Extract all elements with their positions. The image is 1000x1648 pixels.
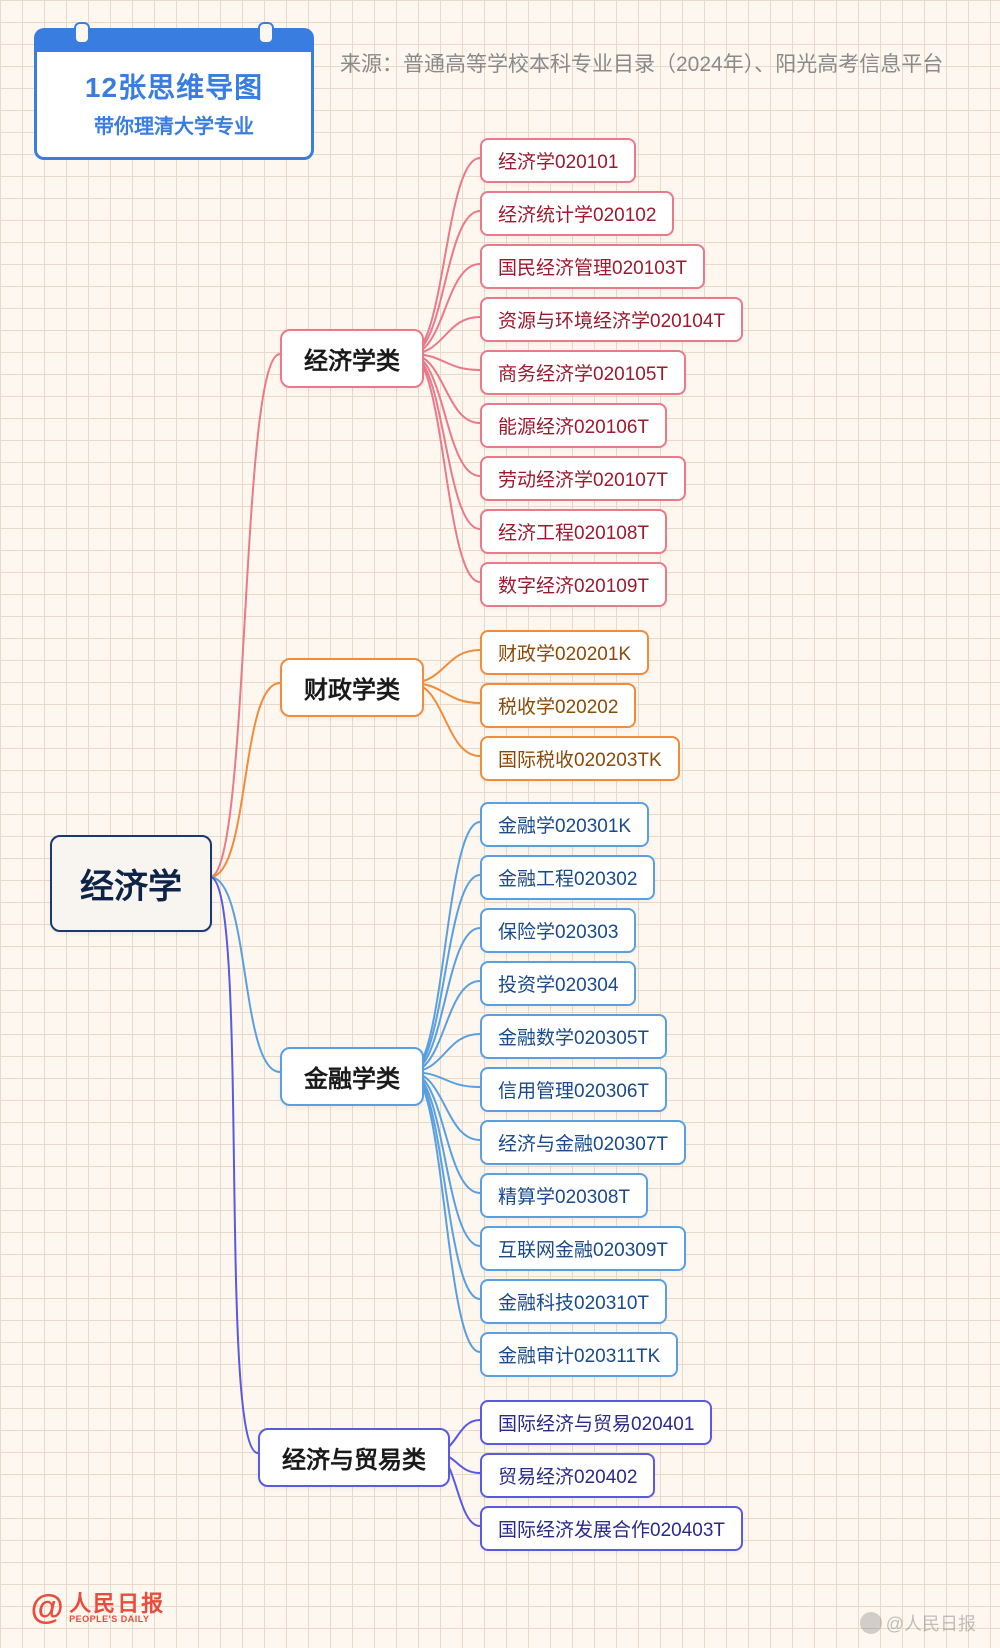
leaf-node: 互联网金融020309T: [480, 1226, 686, 1271]
category-node: 金融学类: [280, 1047, 424, 1106]
footer-logo: @ 人民日报 PEOPLE'S DAILY: [30, 1589, 165, 1628]
leaf-node: 保险学020303: [480, 908, 636, 953]
root-node: 经济学: [50, 835, 212, 932]
leaf-node: 商务经济学020105T: [480, 350, 686, 395]
leaf-node: 经济工程020108T: [480, 509, 667, 554]
header-body: 12张思维导图 带你理清大学专业: [34, 52, 314, 160]
leaf-node: 精算学020308T: [480, 1173, 648, 1218]
leaf-node: 经济学020101: [480, 138, 636, 183]
category-node: 财政学类: [280, 658, 424, 717]
watermark: @人民日报: [860, 1610, 976, 1636]
leaf-node: 国际税收020203TK: [480, 736, 680, 781]
leaf-node: 经济统计学020102: [480, 191, 674, 236]
weibo-icon: [860, 1612, 882, 1634]
footer-at-icon: @: [30, 1589, 63, 1628]
leaf-node: 投资学020304: [480, 961, 636, 1006]
leaf-node: 金融学020301K: [480, 802, 649, 847]
header-binder: [34, 28, 314, 52]
leaf-node: 税收学020202: [480, 683, 636, 728]
watermark-text: @人民日报: [886, 1610, 976, 1636]
category-node: 经济与贸易类: [258, 1428, 450, 1487]
leaf-node: 贸易经济020402: [480, 1453, 655, 1498]
leaf-node: 资源与环境经济学020104T: [480, 297, 743, 342]
leaf-node: 金融审计020311TK: [480, 1332, 678, 1377]
leaf-node: 能源经济020106T: [480, 403, 667, 448]
leaf-node: 金融数学020305T: [480, 1014, 667, 1059]
header-card: 12张思维导图 带你理清大学专业: [34, 28, 314, 160]
leaf-node: 数字经济020109T: [480, 562, 667, 607]
header-title: 12张思维导图: [47, 66, 301, 106]
leaf-node: 财政学020201K: [480, 630, 649, 675]
source-text: 来源：普通高等学校本科专业目录（2024年）、阳光高考信息平台: [340, 48, 970, 82]
leaf-node: 劳动经济学020107T: [480, 456, 686, 501]
leaf-node: 金融工程020302: [480, 855, 655, 900]
leaf-node: 国际经济与贸易020401: [480, 1400, 712, 1445]
leaf-node: 经济与金融020307T: [480, 1120, 686, 1165]
leaf-node: 信用管理020306T: [480, 1067, 667, 1112]
header-subtitle: 带你理清大学专业: [47, 110, 301, 139]
leaf-node: 金融科技020310T: [480, 1279, 667, 1324]
category-node: 经济学类: [280, 329, 424, 388]
footer-en: PEOPLE'S DAILY: [69, 1615, 165, 1624]
footer-cn: 人民日报: [69, 1593, 165, 1615]
leaf-node: 国民经济管理020103T: [480, 244, 705, 289]
leaf-node: 国际经济发展合作020403T: [480, 1506, 743, 1551]
